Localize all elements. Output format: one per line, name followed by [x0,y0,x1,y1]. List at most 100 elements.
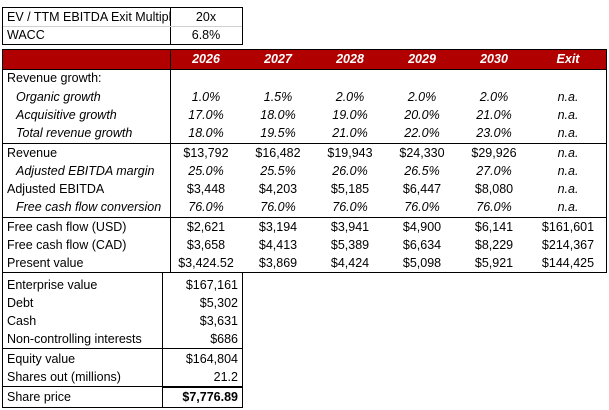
value-cash: $3,631 [199,314,238,328]
row-label-total-revenue-growth: Total revenue growth [16,126,133,140]
table-cell: $4,424 [330,256,370,270]
gridline [3,26,242,27]
table-cell: 76.0% [332,200,368,214]
table-cell: n.a. [557,90,579,104]
table-cell: $8,229 [474,238,514,252]
border-line [2,7,243,8]
border-line [2,217,607,218]
row-label-fcf-usd: Free cash flow (USD) [7,220,127,234]
table-cell: $4,203 [258,182,298,196]
header-blank-cell [2,49,170,69]
table-cell: 18.0% [188,126,224,140]
table-cell: n.a. [557,164,579,178]
table-cell: $24,330 [399,146,445,160]
table-cell: 26.5% [404,164,440,178]
table-cell: $3,869 [258,256,298,270]
border-line [242,7,243,45]
label-non-controlling-interests: Non-controlling interests [7,332,142,346]
table-cell: 2.0% [479,90,509,104]
value-non-controlling-interests: $686 [210,332,238,346]
table-cell: 21.0% [476,108,512,122]
row-label-adjusted-ebitda-margin: Adjusted EBITDA margin [16,164,155,178]
table-cell: 2.0% [407,90,437,104]
wacc-value: 6.8% [191,28,221,42]
table-cell: 25.5% [260,164,296,178]
table-cell: $6,141 [474,220,514,234]
table-cell: $3,424.52 [178,256,234,270]
table-cell: 19.0% [332,108,368,122]
row-label-present-value: Present value [7,256,84,270]
table-cell: 22.0% [404,126,440,140]
table-cell: $6,447 [402,182,442,196]
border-line [170,49,171,273]
row-label-acquisitive-growth: Acquisitive growth [16,108,117,122]
header-exit: Exit [530,49,606,69]
table-cell: 1.0% [191,90,221,104]
table-cell: $161,601 [541,220,595,234]
table-cell: n.a. [557,200,579,214]
header-year-2029: 2029 [386,49,458,69]
table-cell: 25.0% [188,164,224,178]
table-cell: $214,367 [541,238,595,252]
table-cell: $5,098 [402,256,442,270]
border-line [2,69,607,70]
row-label-adjusted-ebitda: Adjusted EBITDA [7,182,105,196]
table-cell: 20.0% [404,108,440,122]
table-cell: $3,941 [330,220,370,234]
table-cell: 76.0% [404,200,440,214]
table-cell: n.a. [557,182,579,196]
border-line [2,407,243,408]
table-cell: 17.0% [188,108,224,122]
ev-multiple-label: EV / TTM EBITDA Exit Multiple [7,10,170,24]
table-cell: 18.0% [260,108,296,122]
border-line [2,386,243,387]
table-cell: n.a. [557,126,579,140]
value-debt: $5,302 [199,296,238,310]
value-shares-out: 21.2 [213,370,238,384]
table-cell: $16,482 [255,146,301,160]
table-cell: $144,425 [541,256,595,270]
table-cell: 76.0% [476,200,512,214]
table-cell: $4,900 [402,220,442,234]
border-line [2,49,3,273]
label-debt: Debt [7,296,34,310]
border-line [2,348,243,349]
table-cell: 19.5% [260,126,296,140]
table-cell: n.a. [557,146,579,160]
label-cash: Cash [7,314,37,328]
header-year-2030: 2030 [458,49,530,69]
table-cell: 27.0% [476,164,512,178]
table-cell: $4,413 [258,238,298,252]
wacc-label: WACC [7,28,45,42]
row-label-organic-growth: Organic growth [16,90,101,104]
header-year-2028: 2028 [314,49,386,69]
label-enterprise-value: Enterprise value [7,278,98,292]
table-cell: $3,194 [258,220,298,234]
table-cell: 23.0% [476,126,512,140]
share-price-box-border [163,387,242,388]
table-cell: $3,658 [186,238,226,252]
table-cell: $3,448 [186,182,226,196]
row-label-revenue: Revenue [7,146,58,160]
border-line [242,272,243,408]
table-cell: 76.0% [188,200,224,214]
border-line [2,49,607,50]
border-line [2,272,3,408]
table-cell: $6,634 [402,238,442,252]
value-equity-value: $164,804 [185,352,238,366]
header-year-2027: 2027 [242,49,314,69]
table-cell: $19,943 [327,146,373,160]
table-cell: 76.0% [260,200,296,214]
table-cell: 2.0% [335,90,365,104]
row-label-fcf-cad: Free cash flow (CAD) [7,238,127,252]
border-line [2,272,607,273]
table-cell: $8,080 [474,182,514,196]
table-cell: $5,185 [330,182,370,196]
table-cell: $13,792 [183,146,229,160]
row-label-fcf-conversion: Free cash flow conversion [16,200,162,214]
border-line [2,7,3,45]
table-cell: $5,389 [330,238,370,252]
border-line [606,49,607,273]
value-enterprise-value: $167,161 [185,278,238,292]
